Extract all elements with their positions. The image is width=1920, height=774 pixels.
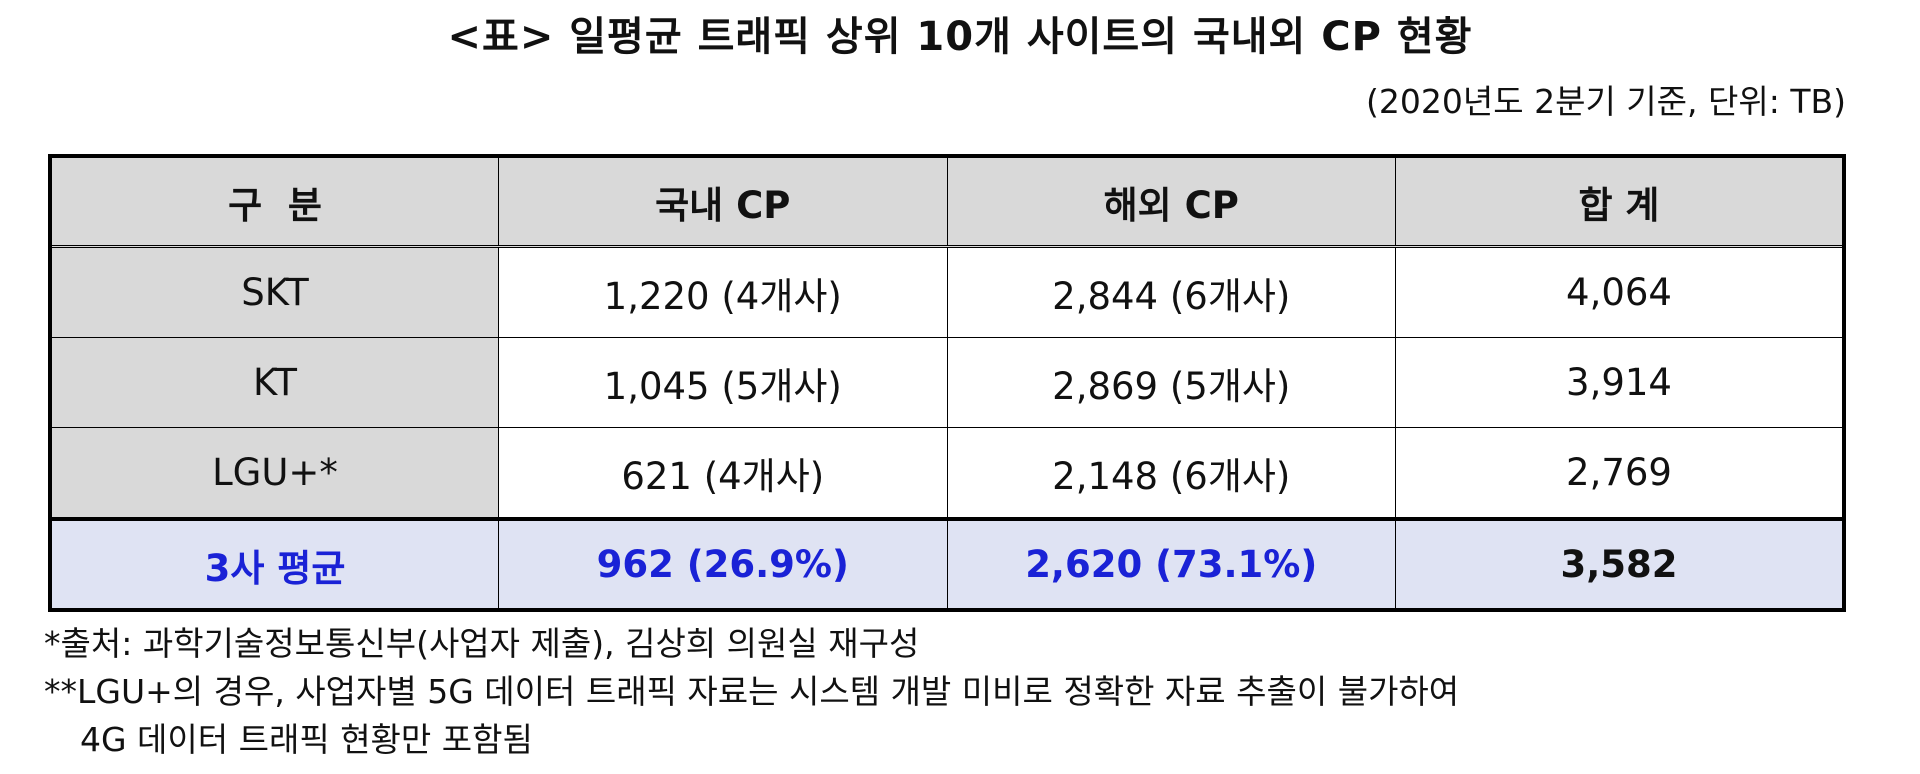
table-row: LGU+* 621 (4개사) 2,148 (6개사) 2,769 <box>49 427 1845 520</box>
average-label: 3사 평균 <box>49 517 499 611</box>
row-label: KT <box>49 337 499 428</box>
cell-total: 4,064 <box>1395 246 1845 338</box>
average-total: 3,582 <box>1395 517 1845 611</box>
unit-note: (2020년도 2분기 기준, 단위: TB) <box>1366 82 1846 121</box>
cell-foreign: 2,844 (6개사) <box>946 246 1396 338</box>
footnote-source: *출처: 과학기술정보통신부(사업자 제출), 김상희 의원실 재구성 <box>44 624 920 663</box>
table-row: KT 1,045 (5개사) 2,869 (5개사) 3,914 <box>49 337 1845 428</box>
row-label: SKT <box>49 246 499 338</box>
footnote-lgu-continued: 4G 데이터 트래픽 현황만 포함됨 <box>80 720 533 759</box>
header-foreign-cp: 해외 CP <box>946 155 1396 248</box>
header-domestic-cp: 국내 CP <box>498 155 948 248</box>
footnote-lgu: **LGU+의 경우, 사업자별 5G 데이터 트래픽 자료는 시스템 개발 미… <box>44 672 1460 711</box>
cell-domestic: 1,220 (4개사) <box>498 246 948 338</box>
cp-traffic-table: 구 분 국내 CP 해외 CP 합 계 SKT 1,220 (4개사) 2,84… <box>48 154 1846 612</box>
header-total: 합 계 <box>1395 155 1845 248</box>
average-row: 3사 평균 962 (26.9%) 2,620 (73.1%) 3,582 <box>49 517 1845 611</box>
cell-total: 3,914 <box>1395 337 1845 428</box>
cell-foreign: 2,148 (6개사) <box>946 427 1396 520</box>
cell-foreign: 2,869 (5개사) <box>946 337 1396 428</box>
row-label: LGU+* <box>49 427 499 520</box>
table-header-row: 구 분 국내 CP 해외 CP 합 계 <box>49 155 1845 248</box>
footnotes: *출처: 과학기술정보통신부(사업자 제출), 김상희 의원실 재구성 **LG… <box>44 620 1459 764</box>
cell-domestic: 621 (4개사) <box>498 427 948 520</box>
cell-total: 2,769 <box>1395 427 1845 520</box>
cell-domestic: 1,045 (5개사) <box>498 337 948 428</box>
table-title: <표> 일평균 트래픽 상위 10개 사이트의 국내외 CP 현황 <box>447 14 1473 60</box>
table-row: SKT 1,220 (4개사) 2,844 (6개사) 4,064 <box>49 246 1845 338</box>
average-domestic: 962 (26.9%) <box>498 517 948 611</box>
average-foreign: 2,620 (73.1%) <box>946 517 1396 611</box>
header-category: 구 분 <box>49 155 499 248</box>
